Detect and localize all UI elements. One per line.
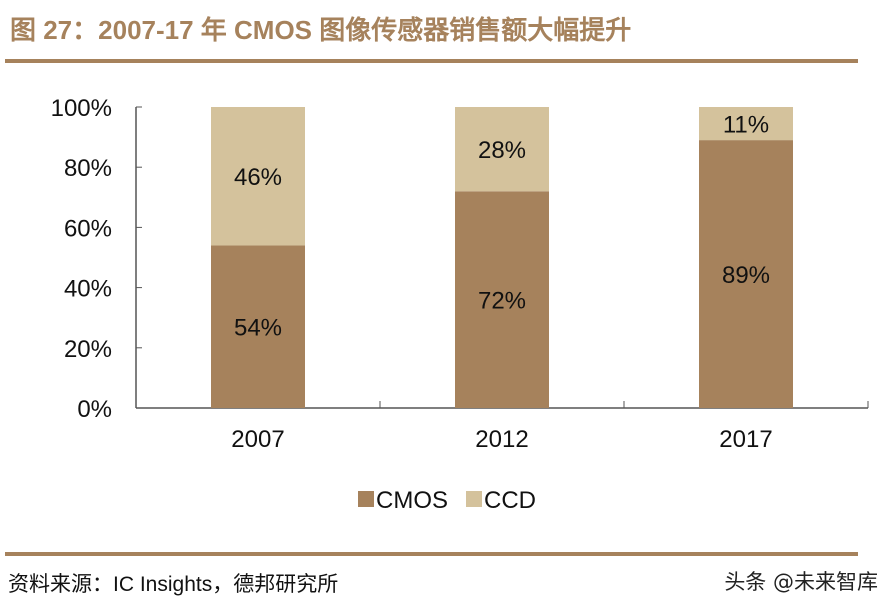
bar-ccd-2007 — [211, 107, 305, 246]
x-tick-label: 2012 — [475, 426, 528, 453]
bar-cmos-2007 — [211, 245, 305, 408]
bar-cmos-2017 — [699, 140, 793, 409]
legend-swatch-cmos — [358, 491, 374, 507]
bar-ccd-2012 — [455, 107, 549, 192]
source-note: 资料来源：IC Insights，德邦研究所 — [8, 573, 339, 596]
figure-title: 图 27：2007-17 年 CMOS 图像传感器销售额大幅提升 — [10, 15, 632, 45]
x-tick-label: 2017 — [719, 426, 772, 453]
legend-label-cmos: CMOS — [376, 487, 448, 514]
y-axis: 0% 20% 40% 60% 80% 100% — [51, 95, 142, 423]
data-label-ccd-2012: 28% — [478, 137, 526, 164]
y-tick-label: 60% — [64, 215, 112, 242]
legend-label-ccd: CCD — [484, 487, 536, 514]
x-tick-label: 2007 — [231, 426, 284, 453]
watermark: 头条 @未来智库 — [724, 570, 878, 594]
legend: CMOS CCD — [358, 487, 536, 514]
x-axis: 2007 2012 2017 — [135, 401, 869, 453]
y-tick-label: 20% — [64, 336, 112, 363]
y-tick-label: 100% — [51, 95, 112, 122]
bars: 54% 46% 72% 28% 89% 11% — [211, 107, 793, 409]
data-label-ccd-2017: 11% — [723, 112, 769, 139]
data-label-cmos-2017: 89% — [722, 262, 770, 289]
footer-divider — [5, 552, 858, 556]
legend-swatch-ccd — [466, 491, 482, 507]
bar-ccd-2017 — [699, 107, 793, 141]
title-divider — [5, 59, 858, 63]
data-label-cmos-2007: 54% — [234, 315, 282, 342]
data-label-ccd-2007: 46% — [234, 164, 282, 191]
data-label-cmos-2012: 72% — [478, 288, 526, 315]
y-tick-label: 0% — [77, 396, 112, 423]
y-tick-label: 80% — [64, 155, 112, 182]
y-tick-label: 40% — [64, 276, 112, 303]
bar-cmos-2012 — [455, 191, 549, 408]
